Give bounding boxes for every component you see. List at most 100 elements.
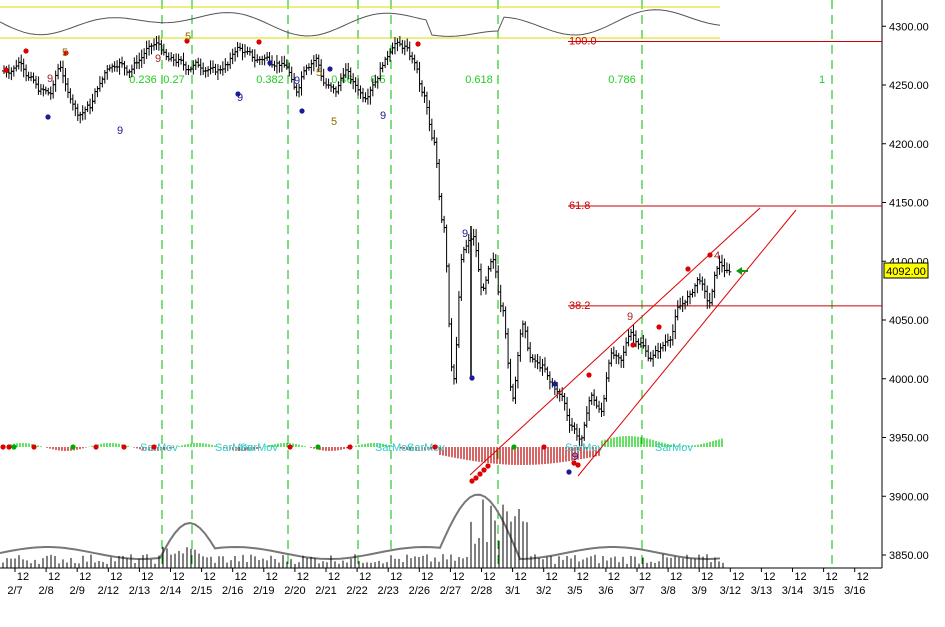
signal-dot xyxy=(575,462,581,468)
oscillator-line xyxy=(0,9,721,37)
volume-pane xyxy=(0,493,724,568)
session-date-label: 3/8 xyxy=(660,585,675,597)
session-hour-label: 12 xyxy=(639,571,651,583)
session-hour-label: 12 xyxy=(857,571,869,583)
session-date-label: 3/9 xyxy=(692,585,707,597)
session-date-label: 3/6 xyxy=(598,585,613,597)
signal-dot xyxy=(0,444,6,450)
signal-dot xyxy=(6,444,12,450)
signal-dot xyxy=(541,444,547,450)
signal-dot xyxy=(235,91,241,97)
oscillator-label: SarMov xyxy=(240,442,278,454)
signal-dot xyxy=(3,67,9,73)
signal-dot xyxy=(184,38,190,44)
session-date-label: 3/5 xyxy=(567,585,582,597)
signal-dot xyxy=(267,60,273,66)
price-tick-label: 4200.00 xyxy=(889,139,929,151)
signal-dot xyxy=(63,50,69,56)
signal-dot xyxy=(685,266,691,272)
session-hour-label: 12 xyxy=(514,571,526,583)
signal-dot xyxy=(93,444,99,450)
fib-time-label: 0.236 xyxy=(129,74,157,86)
oscillator-label: SarMov xyxy=(565,442,603,454)
count-mark: 5 xyxy=(185,31,191,43)
session-date-label: 2/12 xyxy=(98,585,119,597)
retracement-label: 38.2 xyxy=(569,300,590,312)
fib-time-label: 0.382 xyxy=(256,74,284,86)
session-hour-label: 12 xyxy=(172,571,184,583)
session-hour-label: 12 xyxy=(79,571,91,583)
session-date-label: 2/16 xyxy=(222,585,243,597)
session-hour-label: 12 xyxy=(825,571,837,583)
last-price-box xyxy=(883,262,929,279)
session-date-label: 2/26 xyxy=(409,585,430,597)
count-mark: 9 xyxy=(294,75,300,87)
session-date-label: 2/7 xyxy=(7,585,22,597)
signal-dot xyxy=(256,39,262,45)
signal-dot xyxy=(23,48,29,54)
price-tick-label: 4250.00 xyxy=(889,80,929,92)
channel-upper-line xyxy=(469,207,761,476)
session-hour-label: 12 xyxy=(141,571,153,583)
volume-average-line xyxy=(0,493,721,561)
price-tick-label: 3850.00 xyxy=(889,550,929,562)
session-hour-label: 12 xyxy=(763,571,775,583)
signal-dot xyxy=(469,375,475,381)
session-hour-label: 12 xyxy=(390,571,402,583)
session-hour-label: 12 xyxy=(670,571,682,583)
session-date-label: 3/1 xyxy=(505,585,520,597)
session-hour-label: 12 xyxy=(701,571,713,583)
price-tick-label: 4000.00 xyxy=(889,374,929,386)
signal-dot xyxy=(287,444,293,450)
signal-dot xyxy=(630,342,636,348)
session-hour-label: 12 xyxy=(328,571,340,583)
session-hour-label: 12 xyxy=(203,571,215,583)
signal-dot xyxy=(315,444,321,450)
session-date-label: 2/14 xyxy=(160,585,181,597)
signal-dot xyxy=(473,475,479,481)
session-date-label: 2/19 xyxy=(253,585,274,597)
fib-time-label: 0.618 xyxy=(465,74,493,86)
channel-lower-line xyxy=(577,209,797,477)
oscillator-label: SarMov xyxy=(407,442,445,454)
session-date-label: 2/21 xyxy=(315,585,336,597)
session-date-label: 2/28 xyxy=(471,585,492,597)
signal-dot xyxy=(45,114,51,120)
session-hour-label: 12 xyxy=(577,571,589,583)
oscillator-label: SarMov xyxy=(215,442,253,454)
fib-time-label: 1 xyxy=(819,74,825,86)
session-hour-label: 12 xyxy=(266,571,278,583)
retracement-label: 100.0 xyxy=(569,36,597,48)
session-hour-label: 12 xyxy=(452,571,464,583)
last-price-marker: 4092.00 xyxy=(736,262,929,279)
session-date-label: 2/9 xyxy=(70,585,85,597)
oscillator-label: SarMov xyxy=(375,442,413,454)
fib-time-label: 0.786 xyxy=(608,74,636,86)
count-mark: 5 xyxy=(62,47,68,59)
count-mark: 5 xyxy=(316,67,322,79)
signal-dot xyxy=(151,444,157,450)
price-tick-label: 4150.00 xyxy=(889,198,929,210)
fib-retracement-lines: 100.0 61.8 38.2 xyxy=(568,36,882,312)
count-mark: 9 xyxy=(155,53,161,65)
fib-time-labels: 0.236 0.27 0.382 0.46 0.5 0.618 0.786 1 xyxy=(129,74,825,86)
signal-dot xyxy=(469,478,475,484)
session-date-label: 3/14 xyxy=(782,585,803,597)
session-hour-label: 12 xyxy=(359,571,371,583)
time-axis-ticks: 12 2/7 12 2/8 12 2/9 12 2/12 12 2/13 12 2/14 12 2/15 1… xyxy=(7,568,869,597)
count-mark: 9 xyxy=(380,110,386,122)
session-date-label: 3/16 xyxy=(844,585,865,597)
price-tick-label: 3950.00 xyxy=(889,433,929,445)
session-date-label: 2/15 xyxy=(191,585,212,597)
session-hour-label: 12 xyxy=(421,571,433,583)
session-date-label: 3/7 xyxy=(629,585,644,597)
signal-dot xyxy=(415,41,421,47)
session-date-label: 3/13 xyxy=(751,585,772,597)
retracement-label: 61.8 xyxy=(569,200,590,212)
count-mark: 9 xyxy=(572,451,578,463)
session-hour-label: 12 xyxy=(17,571,29,583)
fib-time-label: 0.27 xyxy=(163,74,184,86)
signal-dot xyxy=(552,381,558,387)
session-date-label: 2/23 xyxy=(377,585,398,597)
